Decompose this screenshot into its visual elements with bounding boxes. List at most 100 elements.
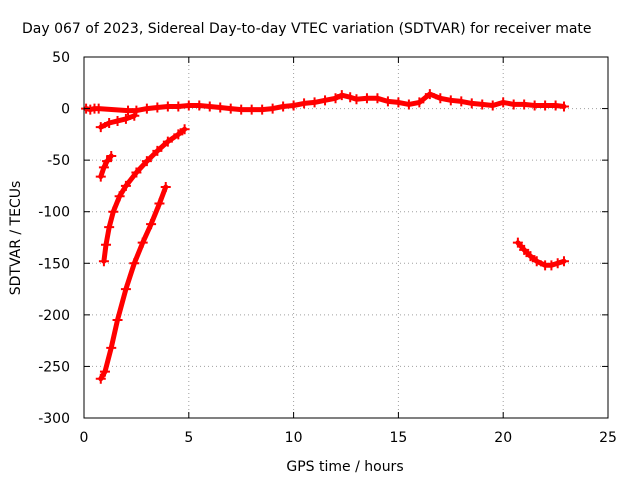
data-point bbox=[106, 151, 117, 162]
data-point bbox=[131, 105, 142, 116]
data-point bbox=[95, 373, 106, 384]
data-point bbox=[529, 100, 540, 111]
x-tick-label: 15 bbox=[389, 430, 407, 446]
data-point bbox=[540, 100, 551, 111]
data-point bbox=[382, 96, 393, 107]
data-point bbox=[466, 98, 477, 109]
data-point bbox=[330, 93, 341, 104]
data-point bbox=[160, 181, 171, 192]
data-point bbox=[152, 102, 163, 113]
data-point bbox=[99, 366, 110, 377]
series-1 bbox=[95, 110, 140, 133]
data-point bbox=[336, 90, 347, 101]
data-point bbox=[236, 104, 247, 115]
axes bbox=[83, 56, 609, 419]
data-point bbox=[95, 171, 106, 182]
data-point bbox=[179, 124, 190, 135]
data-series bbox=[81, 89, 569, 384]
data-point bbox=[104, 222, 115, 233]
data-point bbox=[372, 93, 383, 104]
data-point bbox=[487, 100, 498, 111]
series-line bbox=[98, 184, 169, 382]
series-line bbox=[98, 153, 114, 180]
data-point bbox=[106, 342, 117, 353]
x-tick-label: 25 bbox=[599, 430, 617, 446]
data-point bbox=[123, 105, 134, 116]
data-point bbox=[393, 97, 404, 108]
x-tick-label: 20 bbox=[494, 430, 512, 446]
series-5 bbox=[512, 237, 569, 271]
data-point bbox=[137, 237, 148, 248]
data-point bbox=[104, 118, 115, 129]
data-point bbox=[435, 93, 446, 104]
y-tick-label: 50 bbox=[52, 50, 70, 66]
y-tick-label: -200 bbox=[38, 308, 70, 324]
data-point bbox=[120, 284, 131, 295]
data-point bbox=[108, 206, 119, 217]
data-point bbox=[141, 103, 152, 114]
data-point bbox=[558, 101, 569, 112]
data-point bbox=[550, 100, 561, 111]
y-tick-label: -150 bbox=[38, 256, 70, 272]
data-point bbox=[93, 103, 104, 114]
data-point bbox=[361, 93, 372, 104]
data-point bbox=[558, 256, 569, 267]
data-point bbox=[120, 113, 131, 124]
data-point bbox=[246, 104, 257, 115]
grid bbox=[84, 57, 608, 418]
data-point bbox=[414, 97, 425, 108]
data-point bbox=[225, 103, 236, 114]
data-point bbox=[477, 99, 488, 110]
data-point bbox=[162, 136, 173, 147]
data-point bbox=[98, 162, 109, 173]
data-point bbox=[299, 98, 310, 109]
data-point bbox=[173, 129, 184, 140]
data-point bbox=[131, 167, 142, 178]
data-point bbox=[445, 95, 456, 106]
plot-frame bbox=[83, 56, 609, 419]
data-point bbox=[512, 237, 523, 248]
series-0 bbox=[81, 89, 569, 116]
data-point bbox=[204, 101, 215, 112]
data-point bbox=[129, 258, 140, 269]
data-point bbox=[456, 96, 467, 107]
data-point bbox=[424, 89, 435, 100]
data-point bbox=[173, 101, 184, 112]
data-point bbox=[519, 244, 530, 255]
tick-labels: 0 5 10 15 20 25 -300 -250 -200 -150 -100 -50 0 50 bbox=[38, 50, 617, 446]
y-tick-label: -50 bbox=[47, 153, 70, 169]
x-tick-label: 5 bbox=[184, 430, 193, 446]
data-point bbox=[546, 260, 557, 271]
data-point bbox=[320, 95, 331, 106]
y-axis-title: SDTVAR / TECUs bbox=[8, 181, 24, 296]
data-point bbox=[112, 115, 123, 126]
y-tick-label: -300 bbox=[38, 411, 70, 427]
series-4 bbox=[95, 181, 171, 384]
data-point bbox=[152, 145, 163, 156]
data-point bbox=[345, 92, 356, 103]
y-tick-label: -250 bbox=[38, 359, 70, 375]
data-point bbox=[215, 102, 226, 113]
y-tick-label: 0 bbox=[61, 102, 70, 118]
data-point bbox=[288, 100, 299, 111]
data-point bbox=[120, 180, 131, 191]
data-point bbox=[267, 103, 278, 114]
data-point bbox=[98, 256, 109, 267]
series-2 bbox=[95, 151, 117, 182]
data-point bbox=[129, 110, 140, 121]
data-point bbox=[141, 156, 152, 167]
data-point bbox=[114, 191, 125, 202]
data-point bbox=[154, 198, 165, 209]
y-tick-label: -100 bbox=[38, 205, 70, 221]
data-point bbox=[183, 100, 194, 111]
series-3 bbox=[98, 124, 190, 267]
data-point bbox=[102, 156, 113, 167]
data-point bbox=[101, 239, 112, 250]
data-point bbox=[531, 256, 542, 267]
data-point bbox=[95, 122, 106, 133]
data-point bbox=[351, 94, 362, 105]
data-point bbox=[112, 315, 123, 326]
data-point bbox=[309, 97, 320, 108]
